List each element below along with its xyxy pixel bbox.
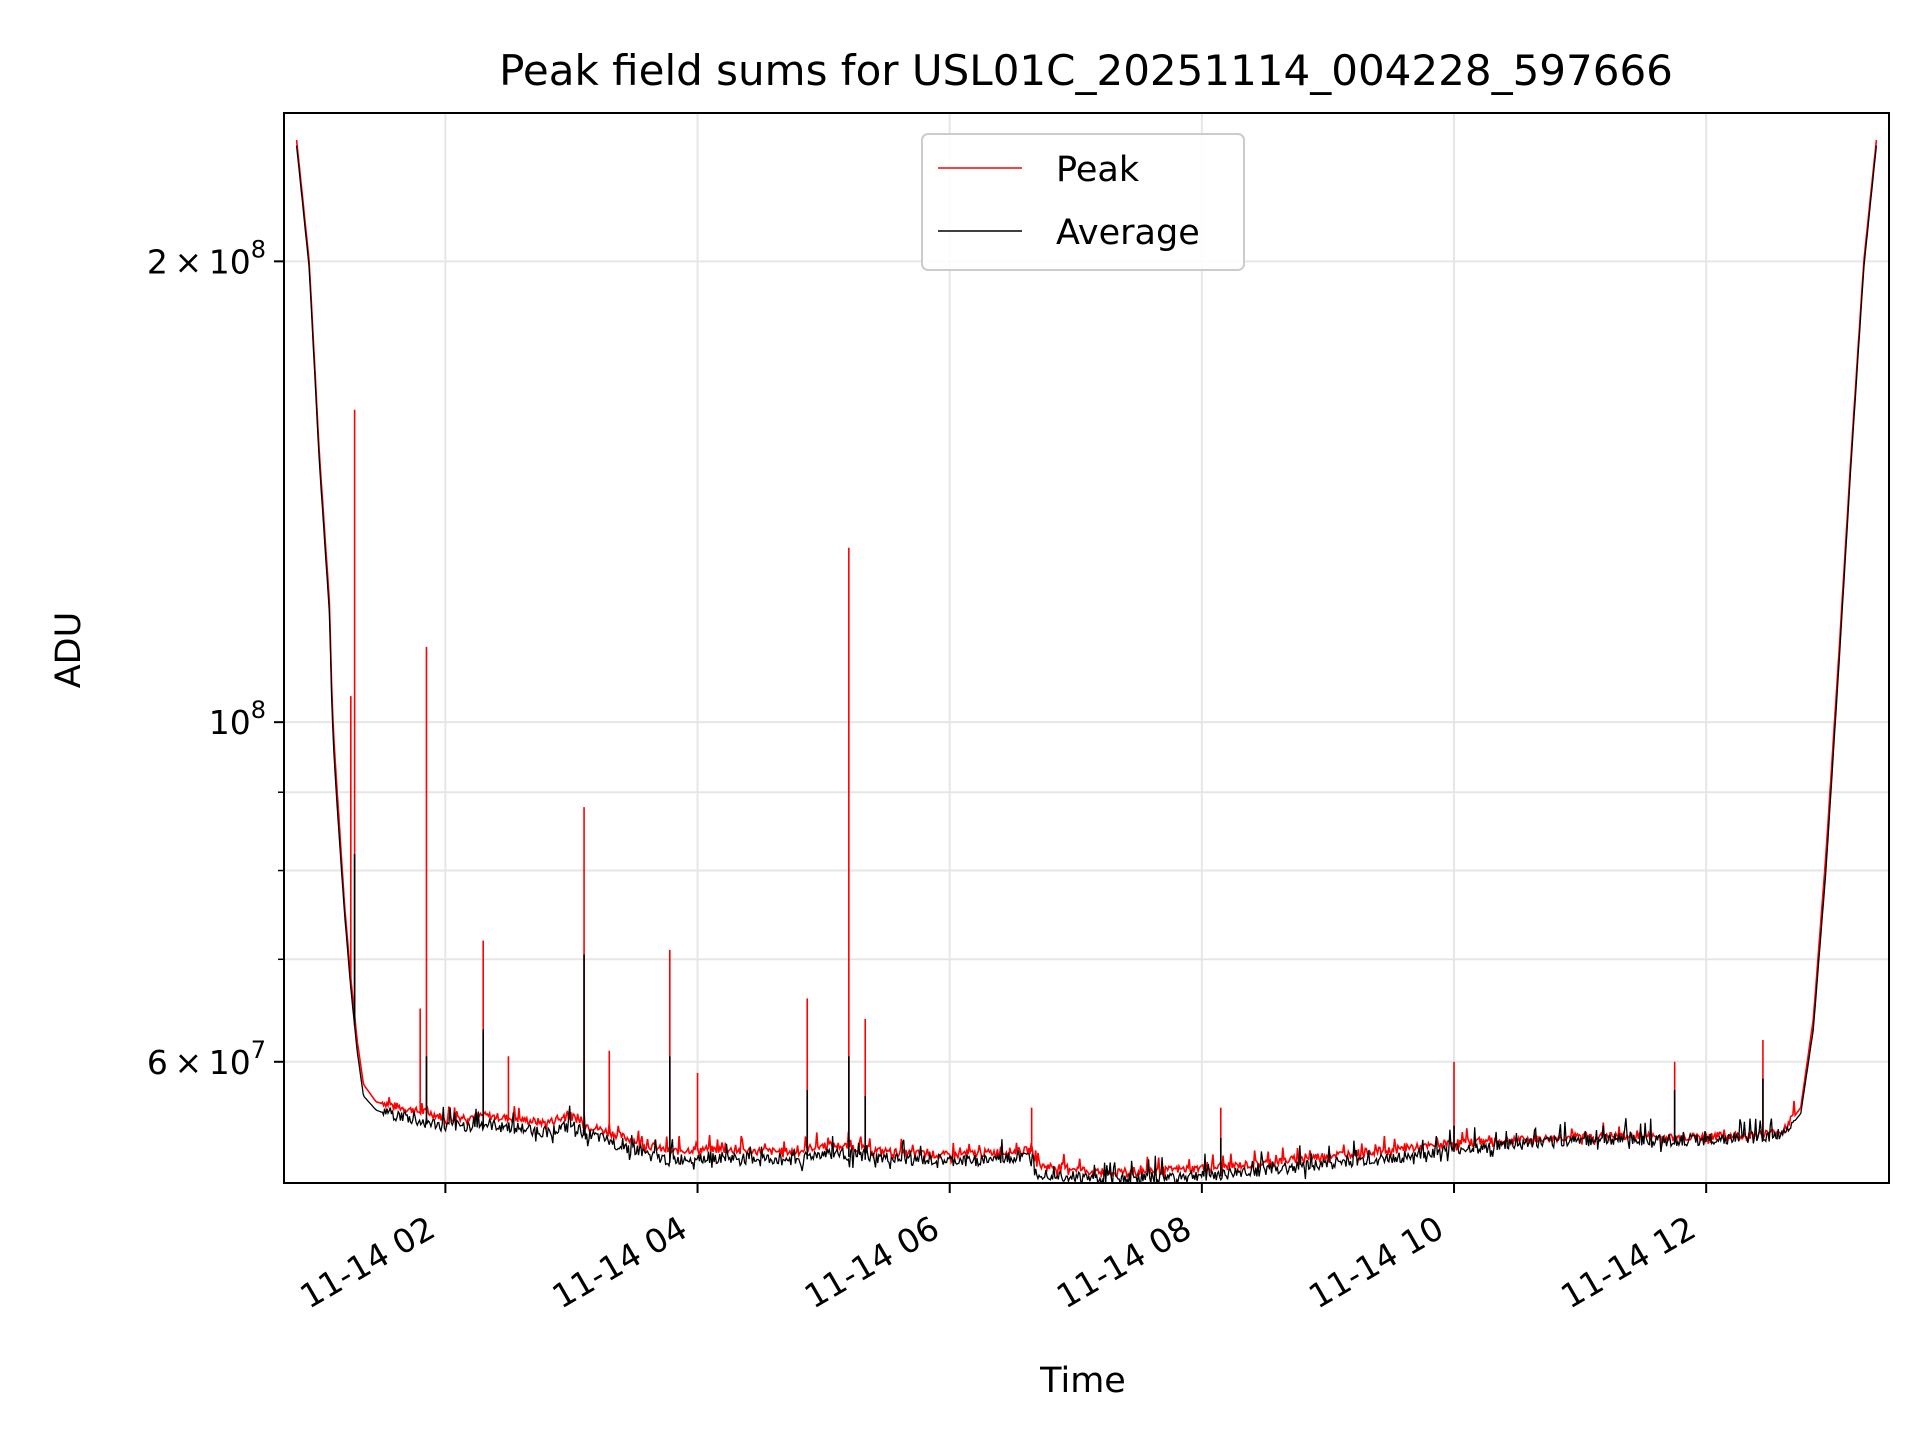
- y-axis-label: ADU: [49, 612, 89, 689]
- y-tick-label: 108: [209, 696, 266, 742]
- series-line-average: [295, 145, 1878, 1183]
- series-average: [295, 145, 1878, 1183]
- y-tick-label: 2 × 108: [147, 235, 266, 281]
- x-axis-label: Time: [1039, 1361, 1126, 1401]
- grid: [284, 113, 1889, 1183]
- legend-peak-label: Peak: [1056, 150, 1140, 190]
- legend-average-label: Average: [1056, 213, 1200, 253]
- chart-title: Peak field sums for USL01C_20251114_0042…: [499, 46, 1673, 95]
- series-line-peak: [295, 140, 1878, 1179]
- series-layer: [295, 140, 1878, 1183]
- y-axis-ticks: 108 2 × 108 6 × 107: [147, 235, 284, 1082]
- legend: Peak Average: [921, 133, 1245, 271]
- y-tick-label: 6 × 107: [147, 1036, 266, 1082]
- plot-frame: [283, 112, 1890, 1184]
